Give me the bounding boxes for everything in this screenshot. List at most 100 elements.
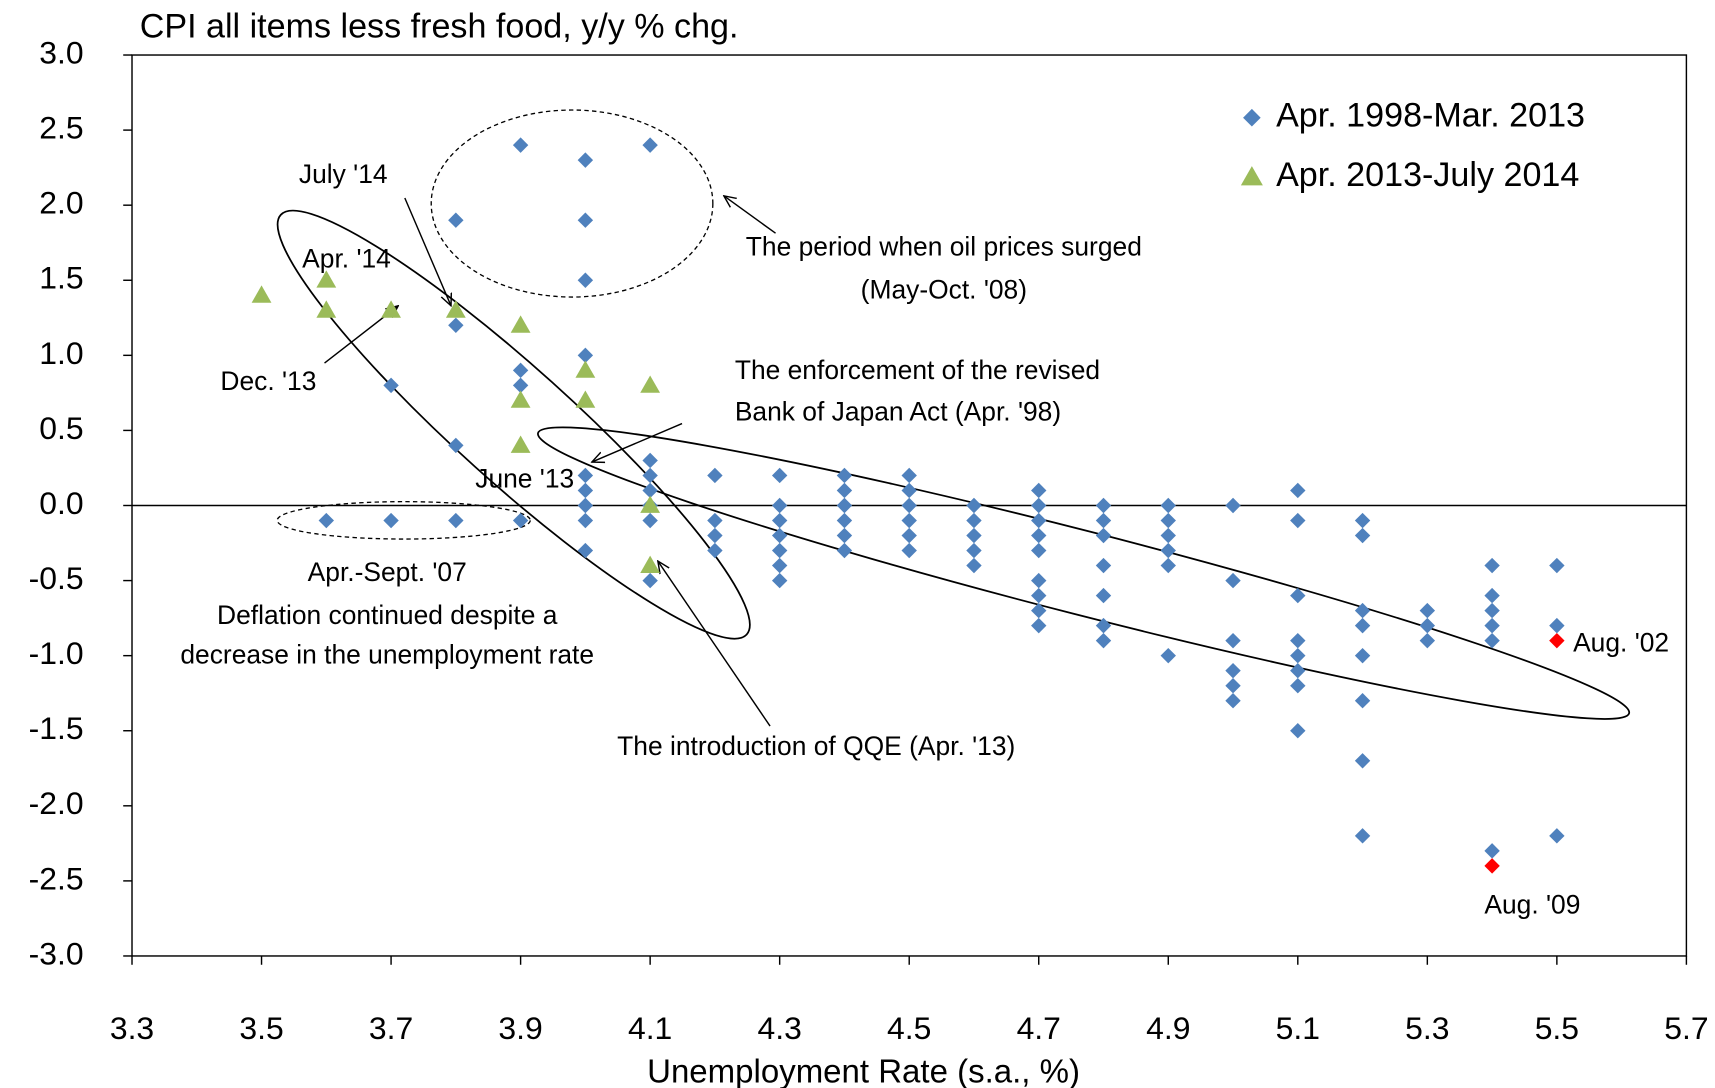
point	[510, 435, 531, 453]
y-tick-label: 0.0	[39, 485, 83, 521]
point	[318, 512, 335, 529]
point	[1225, 693, 1241, 709]
point	[251, 285, 272, 303]
point	[381, 300, 401, 318]
point	[1354, 753, 1371, 769]
point	[512, 137, 529, 153]
period-ellipse	[276, 500, 531, 540]
y-tick-label: 2.0	[39, 185, 83, 221]
y-tick-label: -2.5	[29, 860, 84, 896]
point	[966, 527, 982, 544]
point	[642, 137, 658, 153]
highlight-point	[1549, 632, 1565, 649]
point	[1290, 647, 1306, 664]
point	[640, 375, 661, 393]
point	[1095, 527, 1112, 544]
arrow	[592, 422, 683, 463]
highlight-label: Aug. '09	[1484, 889, 1580, 919]
point	[642, 452, 658, 469]
point	[510, 315, 531, 333]
point	[575, 360, 596, 378]
point	[316, 270, 337, 288]
point	[1095, 587, 1112, 604]
point	[1290, 662, 1306, 679]
point	[1419, 632, 1436, 649]
point	[640, 495, 661, 513]
point	[1031, 512, 1047, 529]
point	[1290, 482, 1306, 499]
point	[836, 497, 853, 514]
point	[1031, 602, 1047, 619]
point	[577, 152, 594, 168]
point	[901, 497, 917, 514]
point	[577, 542, 594, 559]
legend-marker	[1243, 108, 1261, 127]
point	[1290, 632, 1306, 649]
x-tick-label: 4.5	[887, 1010, 931, 1046]
point	[707, 542, 723, 559]
point	[707, 527, 723, 544]
point	[1160, 512, 1176, 529]
point	[1160, 527, 1176, 544]
x-tick-label: 4.9	[1146, 1010, 1190, 1046]
point	[642, 467, 658, 484]
highlight-label: Aug. '02	[1573, 628, 1669, 658]
point	[771, 512, 788, 529]
y-tick-label: 0.5	[39, 410, 83, 446]
point	[383, 377, 399, 394]
annotation: July '14	[299, 159, 388, 189]
point	[1484, 602, 1500, 619]
point	[1419, 602, 1436, 619]
point	[1354, 647, 1371, 664]
point	[1031, 572, 1047, 589]
y-tick-label: -3.0	[29, 935, 84, 971]
recent-ellipse	[276, 209, 751, 640]
y-tick-label: 2.5	[39, 110, 83, 146]
point	[383, 512, 399, 529]
point	[1290, 677, 1306, 694]
point	[771, 527, 788, 544]
x-tick-label: 4.3	[757, 1010, 801, 1046]
point	[966, 497, 982, 514]
point	[1160, 647, 1176, 664]
point	[1095, 512, 1112, 529]
point	[1031, 542, 1047, 559]
x-tick-label: 4.7	[1017, 1010, 1061, 1046]
annotation: Dec. '13	[220, 366, 316, 396]
x-tick-label: 3.7	[369, 1010, 413, 1046]
point	[1354, 512, 1371, 529]
point	[1095, 632, 1112, 649]
annotation: The period when oil prices surged	[746, 232, 1142, 262]
legend-label: Apr. 1998-Mar. 2013	[1276, 97, 1585, 135]
point	[1225, 662, 1241, 679]
point	[836, 467, 853, 484]
point	[1225, 632, 1241, 649]
point	[512, 362, 529, 379]
point	[1031, 617, 1047, 634]
point	[642, 512, 658, 529]
point	[1225, 497, 1241, 514]
annotation: June '13	[475, 464, 574, 494]
x-tick-label: 3.3	[110, 1010, 154, 1046]
point	[1484, 843, 1500, 859]
point	[771, 467, 788, 484]
point	[901, 482, 917, 499]
legend-label: Apr. 2013-July 2014	[1276, 156, 1579, 194]
point	[771, 542, 788, 559]
y-tick-label: 1.0	[39, 335, 83, 371]
y-tick-label: -1.0	[29, 635, 84, 671]
highlight-point	[1484, 858, 1500, 874]
point	[1290, 587, 1306, 604]
point	[707, 467, 723, 484]
y-tick-label: -1.5	[29, 710, 84, 746]
arrow	[658, 561, 771, 727]
oil-ellipse	[430, 109, 714, 298]
arrow	[724, 196, 776, 234]
point	[577, 512, 594, 529]
point	[1484, 557, 1500, 574]
point	[1549, 557, 1565, 574]
chart-title: CPI all items less fresh food, y/y % chg…	[140, 8, 739, 46]
x-tick-label: 5.7	[1664, 1010, 1708, 1046]
point	[512, 377, 529, 394]
